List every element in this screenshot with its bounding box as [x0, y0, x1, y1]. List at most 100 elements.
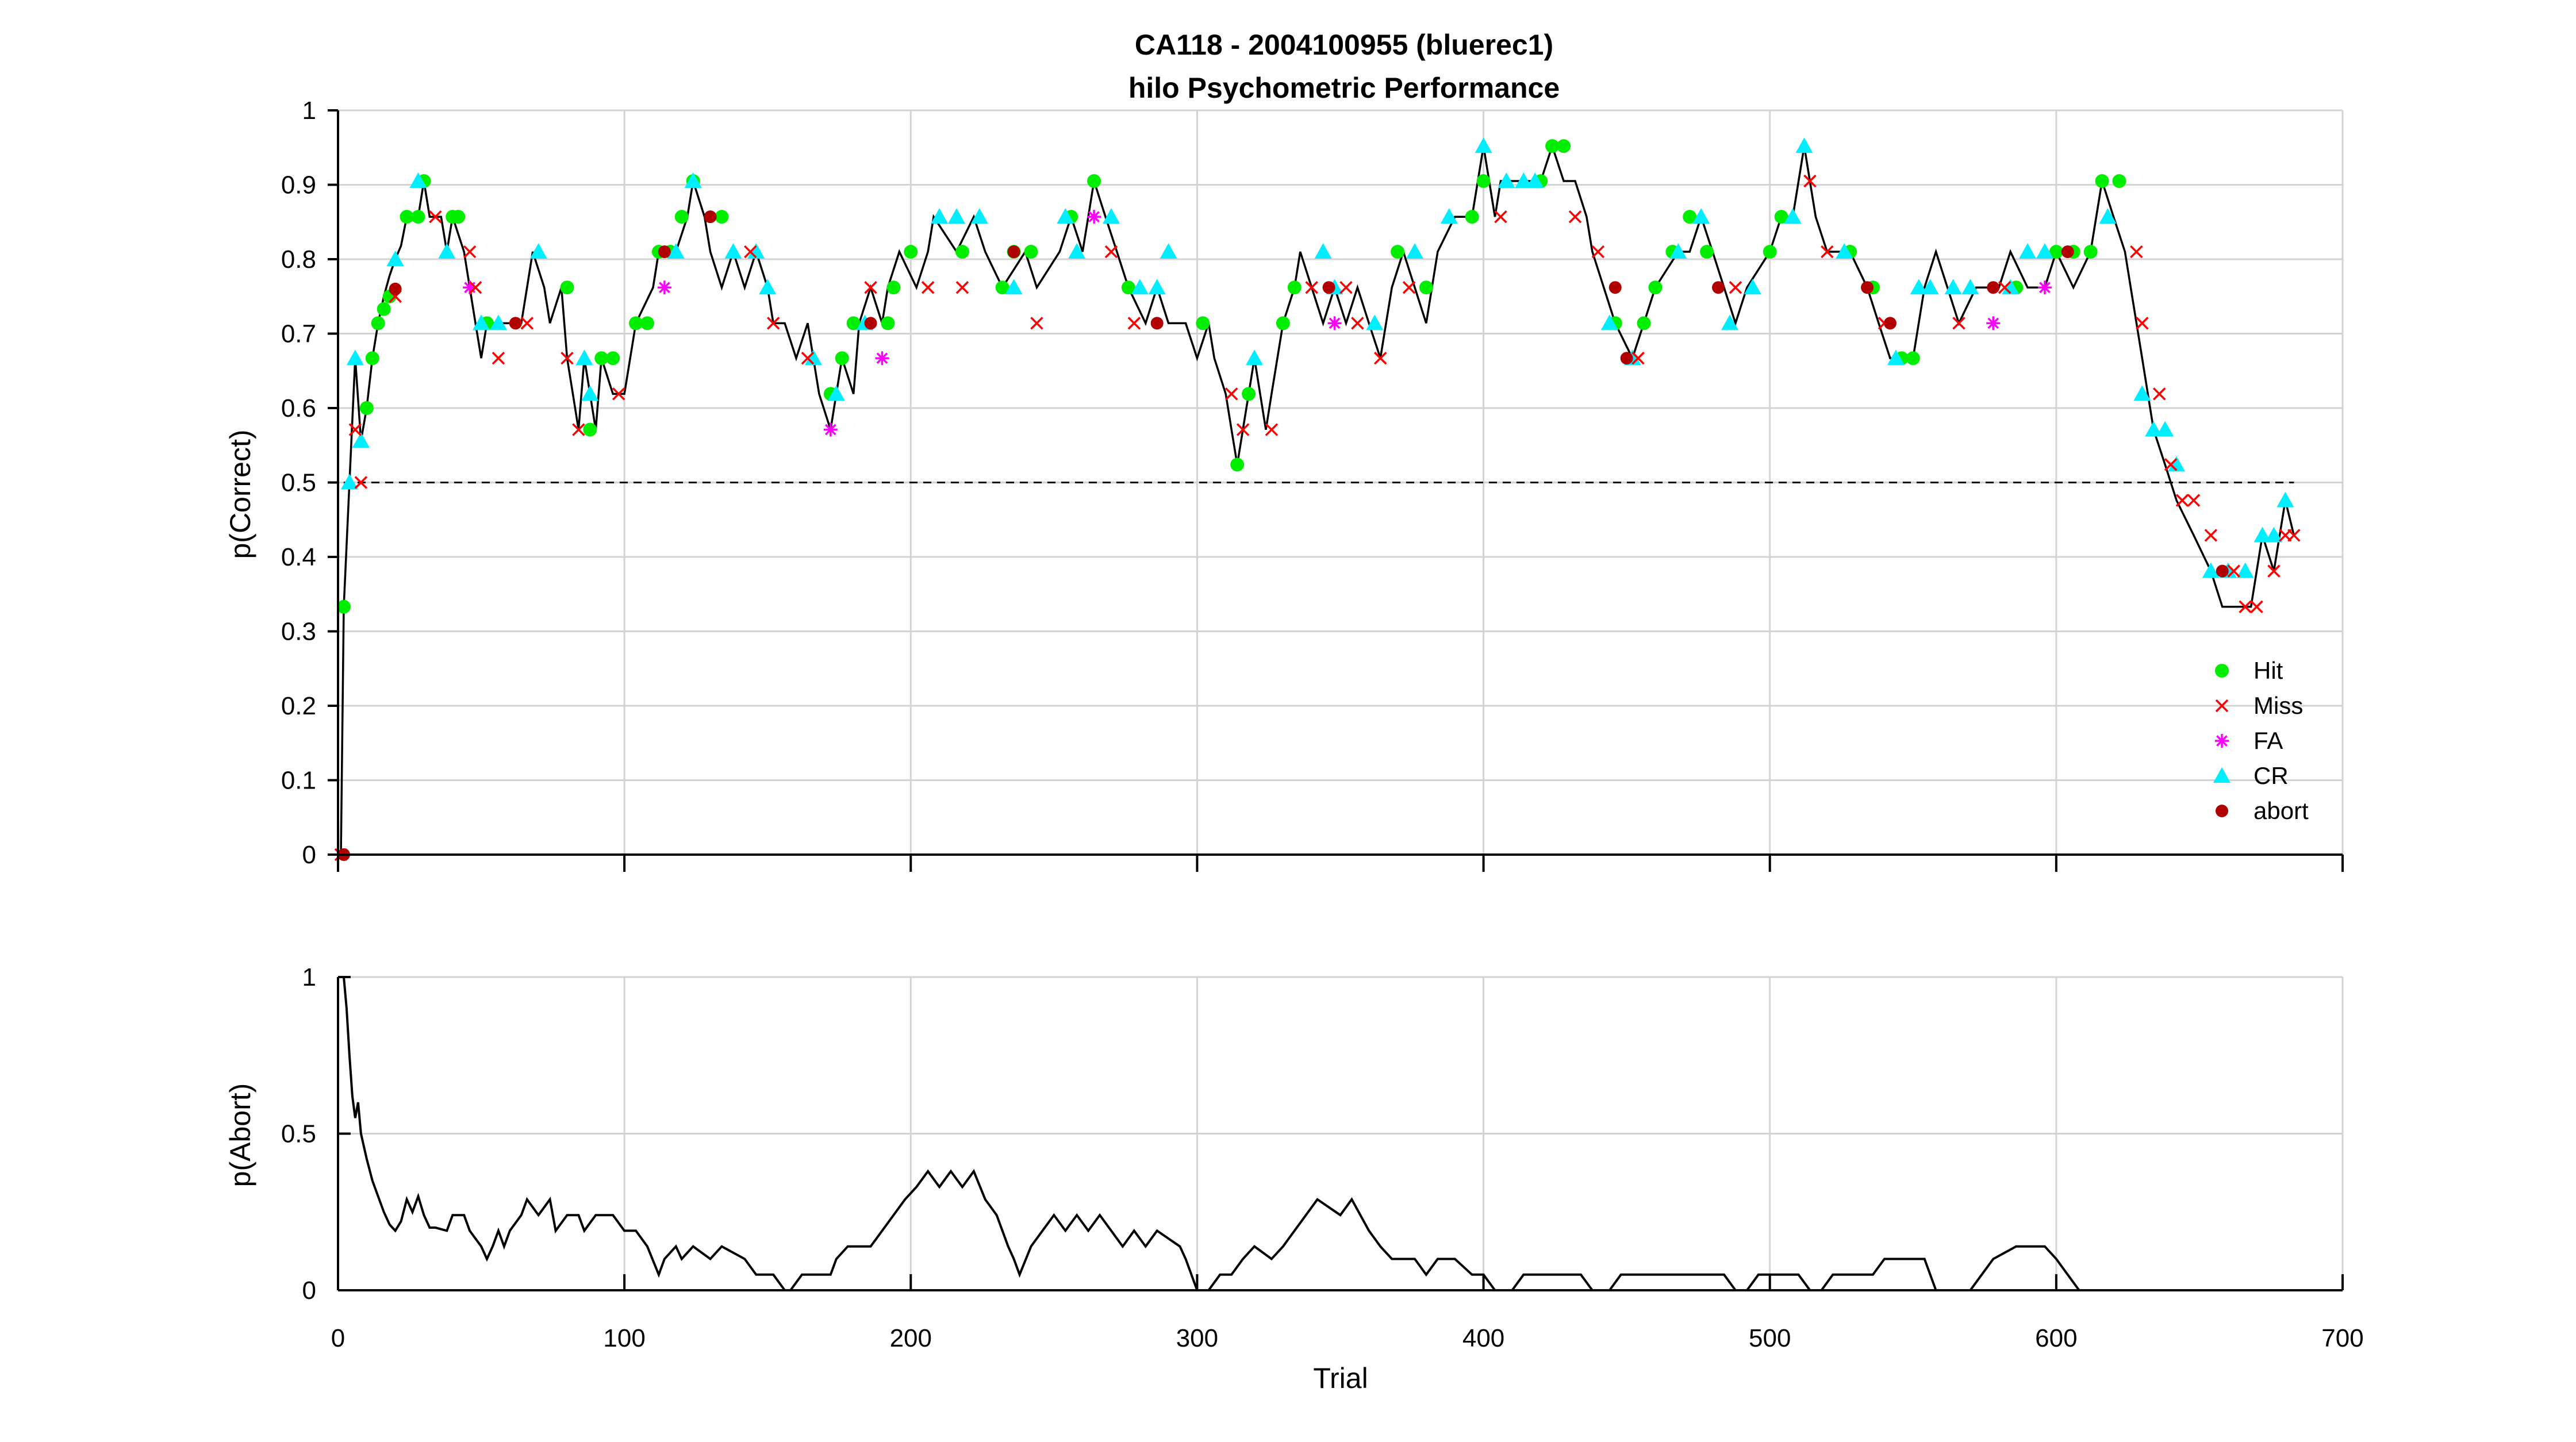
cr-marker: [2145, 421, 2163, 437]
hit-marker: [904, 245, 918, 259]
cr-marker: [1406, 243, 1424, 259]
cr-marker: [2133, 385, 2151, 401]
cr-marker: [2036, 243, 2053, 259]
legend-label: Hit: [2253, 657, 2283, 684]
x-axis-label: Trial: [1313, 1362, 1368, 1394]
cr-marker: [2168, 456, 2186, 472]
cr-marker: [575, 349, 593, 366]
hit-marker: [583, 422, 597, 437]
miss-marker: [766, 317, 780, 330]
cr-marker: [346, 349, 364, 366]
x-tick-label: 100: [603, 1324, 645, 1352]
miss-marker: [921, 280, 935, 294]
miss-marker: [1568, 210, 1582, 224]
legend-label: abort: [2253, 797, 2309, 824]
cr-marker: [1836, 243, 1853, 259]
cr-marker: [747, 243, 765, 259]
abort-y-axis-label: p(Abort): [224, 1083, 256, 1187]
cr-marker: [1961, 279, 1979, 295]
miss-marker: [2267, 564, 2281, 578]
miss-marker: [1374, 351, 1387, 365]
cr-marker: [1005, 279, 1023, 295]
cr-marker: [1887, 349, 1905, 366]
miss-marker: [492, 351, 505, 365]
hit-marker: [451, 210, 466, 224]
cr-marker: [2019, 243, 2037, 259]
hit-marker: [835, 351, 849, 366]
miss-marker: [348, 423, 362, 436]
abort-marker: [1861, 281, 1874, 294]
hit-marker: [674, 210, 689, 224]
miss-marker: [1339, 280, 1353, 294]
abort-marker: [2061, 245, 2074, 259]
cr-marker: [386, 251, 404, 266]
performance-trace: [340, 143, 2295, 855]
hit-marker: [1196, 316, 1210, 330]
abort-trace-segment: [1207, 1197, 1496, 1291]
cr-marker: [759, 279, 777, 295]
y-tick-label: 0.5: [281, 1120, 316, 1148]
abort-marker: [1712, 281, 1725, 294]
abort-marker: [1608, 281, 1622, 294]
hit-marker: [955, 245, 969, 259]
cr-marker: [724, 243, 742, 259]
hit-marker: [881, 316, 895, 330]
performance-y-axis-label: p(Correct): [224, 429, 256, 559]
hit-marker: [336, 599, 351, 614]
legend-filled-circle-icon: [2216, 805, 2228, 817]
hit-marker: [2049, 245, 2063, 259]
abort-marker: [1007, 245, 1020, 259]
miss-marker: [2204, 529, 2218, 542]
cr-marker: [1784, 208, 1802, 224]
fa-marker: [1986, 316, 2001, 330]
miss-marker: [2250, 600, 2263, 614]
cr-marker: [2156, 421, 2174, 437]
y-tick-label: 0.1: [281, 767, 316, 795]
miss-marker: [2175, 494, 2189, 507]
miss-marker: [520, 317, 534, 330]
cr-marker: [1526, 172, 1544, 189]
miss-marker: [469, 280, 482, 294]
hit-marker: [1906, 351, 1920, 366]
y-tick-label: 0: [302, 1276, 316, 1305]
cr-marker: [1475, 137, 1492, 153]
miss-marker: [801, 351, 815, 365]
y-tick-label: 1: [302, 963, 316, 991]
miss-marker: [1104, 245, 1118, 259]
miss-marker: [1998, 280, 2011, 294]
y-tick-label: 0.2: [281, 692, 316, 720]
hit-marker: [1419, 280, 1433, 295]
legend-label: FA: [2253, 727, 2283, 754]
hit-marker: [1557, 139, 1571, 153]
abort-trace-segment: [1608, 1273, 1737, 1291]
miss-marker: [1265, 423, 1279, 436]
miss-marker: [1631, 351, 1645, 365]
y-tick-label: 0.8: [281, 245, 316, 274]
hit-marker: [594, 351, 609, 366]
miss-marker: [864, 280, 877, 294]
cr-marker: [1669, 243, 1687, 259]
cr-marker: [581, 385, 599, 401]
y-tick-label: 0.7: [281, 320, 316, 348]
abort-marker: [1150, 317, 1164, 330]
cr-marker: [684, 172, 702, 189]
hit-marker: [560, 280, 574, 295]
legend-asterisk-icon: [2215, 734, 2229, 748]
y-tick-label: 0.4: [281, 543, 316, 571]
miss-marker: [744, 245, 757, 259]
cr-marker: [1944, 279, 1962, 295]
cr-marker: [2002, 279, 2020, 295]
miss-marker: [1127, 317, 1141, 330]
title-line-1: CA118 - 2004100955 (bluerec1): [1135, 29, 1553, 61]
hit-marker: [365, 351, 379, 366]
performance-axes: 0 0.1 0.2 0.3 0.4 0.5 0.6 0.7 0.8 0.9 1: [281, 97, 2344, 872]
cr-marker: [1160, 243, 1177, 259]
hit-marker: [1287, 280, 1302, 295]
hit-marker: [371, 316, 385, 330]
hit-marker: [1230, 457, 1245, 472]
legend-triangle-up-icon: [2213, 767, 2231, 783]
miss-marker: [1402, 280, 1416, 294]
hit-marker: [1024, 245, 1038, 259]
x-tick-label: 200: [890, 1324, 932, 1352]
